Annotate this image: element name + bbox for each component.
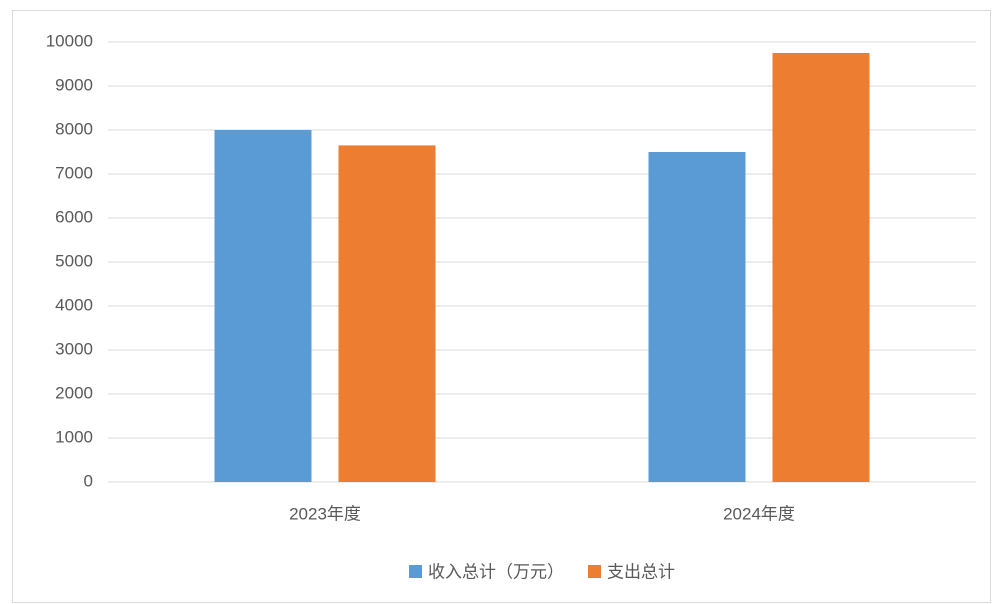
bar bbox=[648, 152, 746, 482]
y-tick-label: 0 bbox=[84, 471, 93, 490]
y-tick-label: 1000 bbox=[55, 427, 93, 446]
legend-label: 收入总计（万元） bbox=[428, 562, 564, 581]
y-tick-label: 9000 bbox=[55, 75, 93, 94]
x-tick-label: 2024年度 bbox=[723, 504, 795, 523]
y-tick-label: 6000 bbox=[55, 207, 93, 226]
x-tick-label: 2023年度 bbox=[289, 504, 361, 523]
bar bbox=[772, 53, 870, 482]
legend-swatch bbox=[588, 565, 601, 578]
y-tick-label: 3000 bbox=[55, 339, 93, 358]
y-tick-label: 7000 bbox=[55, 163, 93, 182]
bar bbox=[338, 145, 436, 482]
bar bbox=[214, 130, 312, 482]
legend-label: 支出总计 bbox=[607, 562, 675, 581]
y-tick-label: 4000 bbox=[55, 295, 93, 314]
legend-swatch bbox=[409, 565, 422, 578]
y-tick-label: 10000 bbox=[46, 31, 93, 50]
y-tick-label: 2000 bbox=[55, 383, 93, 402]
y-tick-label: 8000 bbox=[55, 119, 93, 138]
y-tick-label: 5000 bbox=[55, 251, 93, 270]
